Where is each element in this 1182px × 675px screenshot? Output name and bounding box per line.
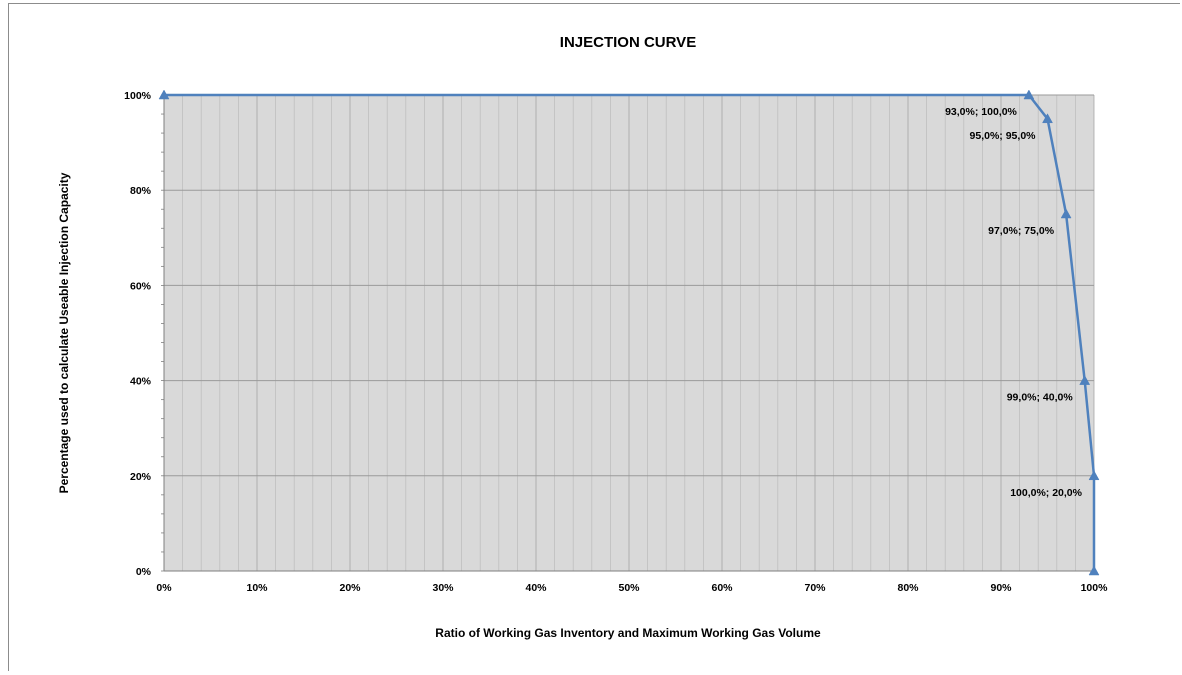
y-tick-label: 40% (130, 376, 152, 388)
x-tick-label: 0% (156, 582, 172, 594)
data-label: 95,0%; 95,0% (970, 130, 1037, 142)
x-tick-label: 50% (618, 582, 640, 594)
x-tick-label: 60% (711, 582, 733, 594)
y-axis-title: Percentage used to calculate Useable Inj… (57, 172, 71, 493)
x-axis-title: Ratio of Working Gas Inventory and Maxim… (435, 626, 821, 640)
data-point-marker (1023, 89, 1035, 100)
data-label: 97,0%; 75,0% (988, 225, 1055, 237)
y-tick-label: 100% (124, 90, 152, 102)
data-point-marker (1088, 470, 1100, 481)
x-tick-label: 30% (432, 582, 454, 594)
y-tick-label: 0% (136, 566, 152, 578)
data-point-marker (1079, 375, 1091, 385)
data-label: 99,0%; 40,0% (1007, 392, 1074, 404)
y-tick-label: 80% (130, 185, 152, 197)
x-tick-label: 80% (897, 582, 919, 594)
x-tick-label: 10% (246, 582, 268, 594)
plot-area: 0% 10% 20% 30% 40% 50% 60% 70% 80% 90% 100% 0% 20% 40… (124, 89, 1109, 594)
x-tick-label: 90% (990, 582, 1012, 594)
x-tick-label: 100% (1081, 582, 1109, 594)
y-tick-label: 20% (130, 471, 152, 483)
chart-frame (8, 3, 1180, 671)
x-tick-label: 70% (804, 582, 826, 594)
data-label: 100,0%; 20,0% (1010, 487, 1082, 499)
chart-title: INJECTION CURVE (560, 34, 696, 51)
data-point-marker (158, 89, 170, 100)
y-tick-label: 60% (130, 280, 152, 292)
data-point-marker (1060, 208, 1072, 219)
data-point-marker (1088, 565, 1100, 576)
x-tick-label: 40% (525, 582, 547, 594)
data-point-marker (1042, 113, 1053, 124)
x-tick-label: 20% (339, 582, 361, 594)
data-label: 93,0%; 100,0% (945, 106, 1017, 118)
